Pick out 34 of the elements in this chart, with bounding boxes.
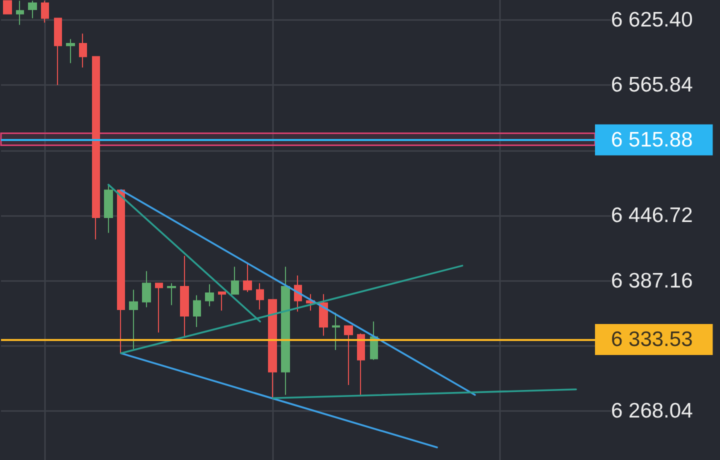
y-tick-label: 6 625.40 bbox=[611, 8, 693, 32]
candlestick bbox=[142, 270, 151, 308]
candlestick bbox=[180, 255, 189, 338]
candlestick bbox=[344, 325, 353, 386]
candlestick bbox=[231, 266, 239, 295]
candlestick bbox=[205, 284, 214, 307]
candlestick bbox=[193, 294, 201, 328]
candlestick bbox=[104, 184, 113, 234]
candlestick bbox=[218, 291, 226, 312]
ref-line-label: 6 515.88 bbox=[611, 128, 693, 152]
candlestick bbox=[268, 299, 277, 399]
candlestick bbox=[3, 0, 12, 14]
candlestick bbox=[243, 263, 252, 292]
candlestick bbox=[332, 312, 340, 350]
candlestick bbox=[129, 289, 138, 350]
ref-line-label: 6 333.53 bbox=[611, 328, 693, 352]
candlestick bbox=[92, 56, 100, 240]
y-tick-label: 6 565.84 bbox=[611, 74, 694, 97]
candlestick bbox=[117, 190, 125, 354]
y-tick-label: 6 268.04 bbox=[611, 400, 694, 423]
y-tick-label: 6 387.16 bbox=[611, 269, 693, 292]
candlestick bbox=[79, 33, 87, 68]
candlestick bbox=[66, 38, 75, 64]
candlestick bbox=[256, 282, 264, 310]
candlestick bbox=[319, 294, 328, 336]
candlestick bbox=[28, 0, 37, 19]
candlestick bbox=[281, 266, 290, 396]
candlestick bbox=[167, 282, 176, 306]
candlestick bbox=[357, 333, 365, 396]
candlestick bbox=[155, 282, 163, 333]
candlestick bbox=[16, 0, 24, 26]
candlestick bbox=[41, 0, 49, 24]
candlestick bbox=[54, 18, 62, 86]
y-tick-label: 6 446.72 bbox=[611, 204, 693, 228]
